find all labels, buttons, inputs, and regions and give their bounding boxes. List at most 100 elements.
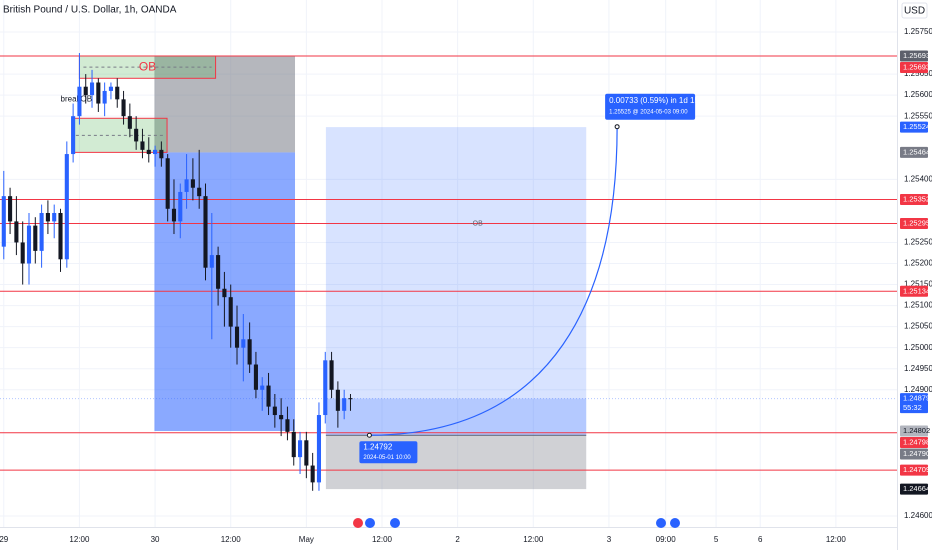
y-tick-label: 1.25050 xyxy=(904,322,932,331)
currency: USD xyxy=(904,6,925,17)
y-tick-label: 1.25400 xyxy=(904,174,932,183)
candle-body xyxy=(39,212,44,251)
price-badge-label: 1.25295 xyxy=(903,218,930,227)
candle-body xyxy=(209,255,214,268)
candle-body xyxy=(342,398,347,411)
candle-body xyxy=(26,225,32,264)
candle-body xyxy=(304,440,309,466)
x-tick-label: 3 xyxy=(607,535,612,544)
candle-body xyxy=(77,86,82,117)
y-tick-label: 1.25150 xyxy=(904,280,932,289)
price-badge-label: 1.25352 xyxy=(903,195,930,204)
candle-body xyxy=(52,212,57,222)
x-tick-label: 29 xyxy=(0,535,9,544)
candle-body xyxy=(190,179,195,188)
price-badge xyxy=(900,218,928,230)
y-tick-label: 1.25750 xyxy=(904,27,932,36)
candle-body xyxy=(89,82,95,96)
projection-label: 2024-05-01 10:00 xyxy=(363,455,411,461)
price-badge xyxy=(900,61,928,73)
y-tick-label: 1.25650 xyxy=(904,69,932,78)
y-tick-label: 1.24600 xyxy=(904,511,932,520)
chart-title: British Pound / U.S. Dollar, 1h, OANDA xyxy=(3,5,177,16)
candle-body xyxy=(71,116,76,155)
price-badge-label: 1.24709 xyxy=(903,465,930,474)
candle-body xyxy=(234,326,240,348)
price-badge-label: 1.24790 xyxy=(903,449,930,458)
price-badge-label: 1.24802 xyxy=(903,426,930,435)
candle-body xyxy=(335,389,340,411)
price-badge xyxy=(900,464,928,476)
price-badge xyxy=(900,448,928,460)
event-icons xyxy=(353,518,680,528)
y-tick-label: 1.25000 xyxy=(904,343,932,352)
event-icon[interactable] xyxy=(656,518,666,528)
candle-body xyxy=(8,196,13,222)
candle-body xyxy=(247,339,252,365)
candle-body xyxy=(115,86,120,100)
candle-body xyxy=(260,385,265,390)
x-tick-label: 12:00 xyxy=(523,535,544,544)
countdown: 55:32 xyxy=(903,403,922,412)
x-tick-label: May xyxy=(299,535,314,544)
candle-body xyxy=(348,398,353,400)
price-badge-label: 1.24798 xyxy=(903,438,930,447)
event-icon[interactable] xyxy=(365,518,375,528)
profit-zone xyxy=(325,127,587,436)
event-icon[interactable] xyxy=(353,518,363,528)
currency-box[interactable] xyxy=(901,2,928,19)
candle-body xyxy=(291,431,296,458)
candle-body xyxy=(102,90,107,104)
candle-body xyxy=(45,212,50,222)
candle-body xyxy=(20,242,25,264)
candle-body xyxy=(203,196,208,268)
y-tick-label: 1.25100 xyxy=(904,301,932,310)
projection-end xyxy=(614,124,620,130)
candle-body xyxy=(222,288,227,298)
candle-body xyxy=(121,99,126,117)
x-tick-label: 12:00 xyxy=(69,535,90,544)
candle-body xyxy=(134,128,139,142)
x-tick-label: 12:00 xyxy=(826,535,847,544)
price-badge-label: 1.25693 xyxy=(903,51,930,60)
candle-body xyxy=(178,191,183,222)
candle-body xyxy=(159,149,164,159)
y-tick-label: 1.24900 xyxy=(904,385,932,394)
x-tick-label: 6 xyxy=(758,535,763,544)
price-badge xyxy=(900,285,928,297)
open-pnl-zone xyxy=(325,398,587,436)
candle-body xyxy=(64,154,69,260)
zone-label: OB xyxy=(139,59,156,73)
candle-body xyxy=(108,86,113,91)
candle-body xyxy=(1,196,6,247)
candle-body xyxy=(279,415,284,420)
candle-body xyxy=(266,385,271,407)
candle-body xyxy=(216,255,221,289)
level-note: -OB xyxy=(470,220,483,227)
loss-zone xyxy=(154,55,296,153)
candle-body xyxy=(33,225,38,251)
projection-start xyxy=(366,432,372,438)
event-icon[interactable] xyxy=(670,518,680,528)
candle-body xyxy=(298,440,303,458)
x-tick-label: 2 xyxy=(455,535,460,544)
projection-label: 0.00733 (0.59%) in 1d 15h xyxy=(609,96,703,105)
price-badge-label: 1.25524 xyxy=(903,122,930,131)
candle-body xyxy=(58,212,63,260)
candle-body xyxy=(228,297,233,327)
label-box xyxy=(605,93,696,120)
x-tick-label: 5 xyxy=(714,535,719,544)
candle-body xyxy=(127,116,132,129)
y-tick-label: 1.25550 xyxy=(904,111,932,120)
price-badge xyxy=(900,50,928,62)
candle-body xyxy=(146,149,151,155)
price-badge xyxy=(900,483,928,495)
candle-body xyxy=(316,415,322,483)
projection-label: 1.24792 xyxy=(363,442,392,451)
event-icon[interactable] xyxy=(390,518,400,528)
candle-body xyxy=(153,149,158,155)
y-tick-label: 1.25250 xyxy=(904,238,932,247)
zone-note: breakOB xyxy=(61,94,93,103)
